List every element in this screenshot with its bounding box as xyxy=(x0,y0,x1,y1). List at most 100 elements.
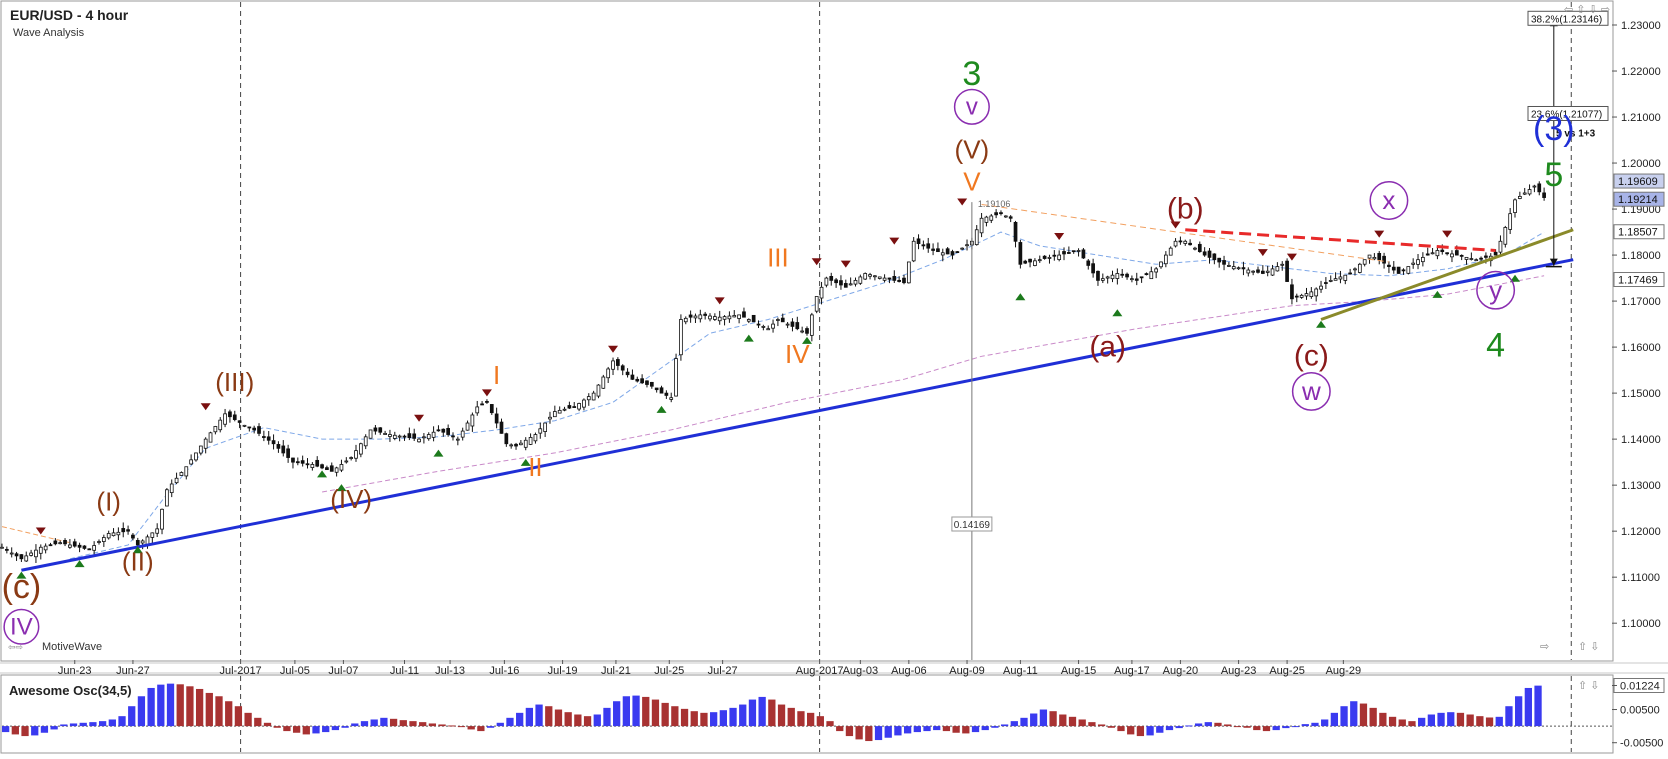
candle-body xyxy=(271,440,276,445)
osc-bar xyxy=(1350,701,1358,727)
osc-bar xyxy=(273,726,281,728)
candle-body xyxy=(1125,273,1129,278)
candle-body xyxy=(402,435,407,438)
candle-body xyxy=(1416,259,1420,265)
swing-high-marker-2 xyxy=(414,414,425,422)
osc-bar xyxy=(1447,712,1455,727)
candle-body xyxy=(475,406,480,414)
fib-arrow-down-icon xyxy=(1549,258,1558,266)
wave-label-17: w xyxy=(1301,376,1321,406)
trendline-main-support[interactable] xyxy=(21,258,1574,572)
candle-body xyxy=(509,444,514,447)
x-tick-label-0: Jun-23 xyxy=(58,665,92,677)
scroll-arrows-icon[interactable]: ⇦⇨ xyxy=(8,642,24,652)
candle-body xyxy=(1149,271,1154,280)
zoom-controls-icon[interactable]: ⇧ ⇩ xyxy=(1578,641,1600,653)
candle-body xyxy=(1207,250,1212,258)
osc-bar xyxy=(884,726,892,738)
swing-high-marker-4 xyxy=(608,345,619,353)
candle-body xyxy=(1290,284,1294,300)
candle-body xyxy=(232,414,237,420)
osc-bar xyxy=(894,726,902,736)
candle-body xyxy=(228,411,232,418)
trendline-orange-resistance[interactable] xyxy=(981,203,1389,263)
osc-bar xyxy=(11,726,19,735)
wave-label-14: (a) xyxy=(1089,330,1126,363)
candle-body xyxy=(300,460,305,464)
osc-bar xyxy=(195,688,204,727)
candle-body xyxy=(654,387,659,391)
candle-body xyxy=(315,459,320,467)
candle-body xyxy=(87,548,92,551)
candle-body xyxy=(1154,268,1159,273)
osc-bar xyxy=(855,726,863,740)
wave-label-21: (3) xyxy=(1533,110,1575,148)
candle-body xyxy=(698,314,703,320)
candle-body xyxy=(1023,260,1028,264)
osc-controls-icon[interactable]: ⇧ ⇩ xyxy=(1578,680,1600,692)
swing-high-marker-10 xyxy=(1054,232,1065,240)
candle-body xyxy=(1299,294,1304,298)
swing-high-marker-13 xyxy=(1286,253,1297,261)
price-label-last: 1.19609 xyxy=(1618,176,1658,188)
candle-body xyxy=(441,428,446,433)
fib-note: 5 vs 1+3 xyxy=(1556,128,1596,139)
candle-body xyxy=(378,427,383,433)
candle-body xyxy=(834,279,838,284)
osc-bar xyxy=(593,714,601,727)
brand-label: MotiveWave xyxy=(42,641,102,653)
candle-body xyxy=(1183,240,1188,244)
candle-body xyxy=(669,397,674,400)
fast-moving-average xyxy=(69,231,1545,560)
candle-body xyxy=(1188,242,1192,246)
oscillator-label: Awesome Osc(34,5) xyxy=(9,683,132,698)
osc-bar xyxy=(1117,726,1125,732)
candle-body xyxy=(1164,254,1168,265)
window-controls-icon[interactable]: ⇦ ⇧ ⇩ ⇨ xyxy=(1564,4,1610,16)
osc-bar xyxy=(1388,716,1397,727)
osc-bar xyxy=(409,721,417,727)
candle-body xyxy=(538,428,543,434)
candle-body xyxy=(34,549,38,558)
x-tick-label-2: Jul-2017 xyxy=(219,665,261,677)
candle-body xyxy=(843,283,848,288)
osc-bar xyxy=(1418,717,1426,727)
y-tick-label-5: 1.18000 xyxy=(1621,250,1661,262)
wave-label-19: y xyxy=(1489,275,1502,305)
candle-body xyxy=(679,319,683,356)
osc-bar xyxy=(903,726,912,734)
candle-body xyxy=(494,413,499,424)
swing-low-marker-0 xyxy=(16,571,27,579)
x-tick-label-10: Jul-25 xyxy=(654,665,684,677)
candle-body xyxy=(1357,263,1362,273)
scroll-right-icon[interactable]: ⇨ xyxy=(1540,641,1549,653)
osc-bar xyxy=(574,714,582,727)
osc-bar xyxy=(1146,726,1154,736)
swing-low-marker-10 xyxy=(1015,293,1026,301)
osc-bar xyxy=(1233,726,1242,728)
candle-body xyxy=(591,392,596,401)
swing-low-marker-1 xyxy=(74,560,85,568)
trendline-olive-support[interactable] xyxy=(1320,228,1574,321)
candle-body xyxy=(1328,279,1333,282)
price-label-low: 1.17469 xyxy=(1618,275,1658,287)
osc-bar xyxy=(1369,707,1377,727)
osc-bar xyxy=(865,726,873,742)
candle-body xyxy=(470,414,475,427)
candle-body xyxy=(1479,257,1483,260)
measure-label-box xyxy=(951,516,993,532)
swing-low-marker-12 xyxy=(1316,320,1327,328)
candle-body xyxy=(1265,270,1270,273)
candle-body xyxy=(703,313,708,316)
osc-bar xyxy=(535,704,543,727)
candle-body xyxy=(829,275,834,281)
candle-body xyxy=(43,545,48,551)
swing-low-marker-14 xyxy=(1510,274,1521,282)
trendline-red-resistance[interactable] xyxy=(1185,228,1496,252)
osc-bar xyxy=(137,696,146,727)
x-tick-label-22: Aug-29 xyxy=(1326,665,1361,677)
osc-bar xyxy=(312,726,320,734)
x-tick-label-18: Aug-17 xyxy=(1114,665,1149,677)
osc-bar xyxy=(1059,714,1067,727)
